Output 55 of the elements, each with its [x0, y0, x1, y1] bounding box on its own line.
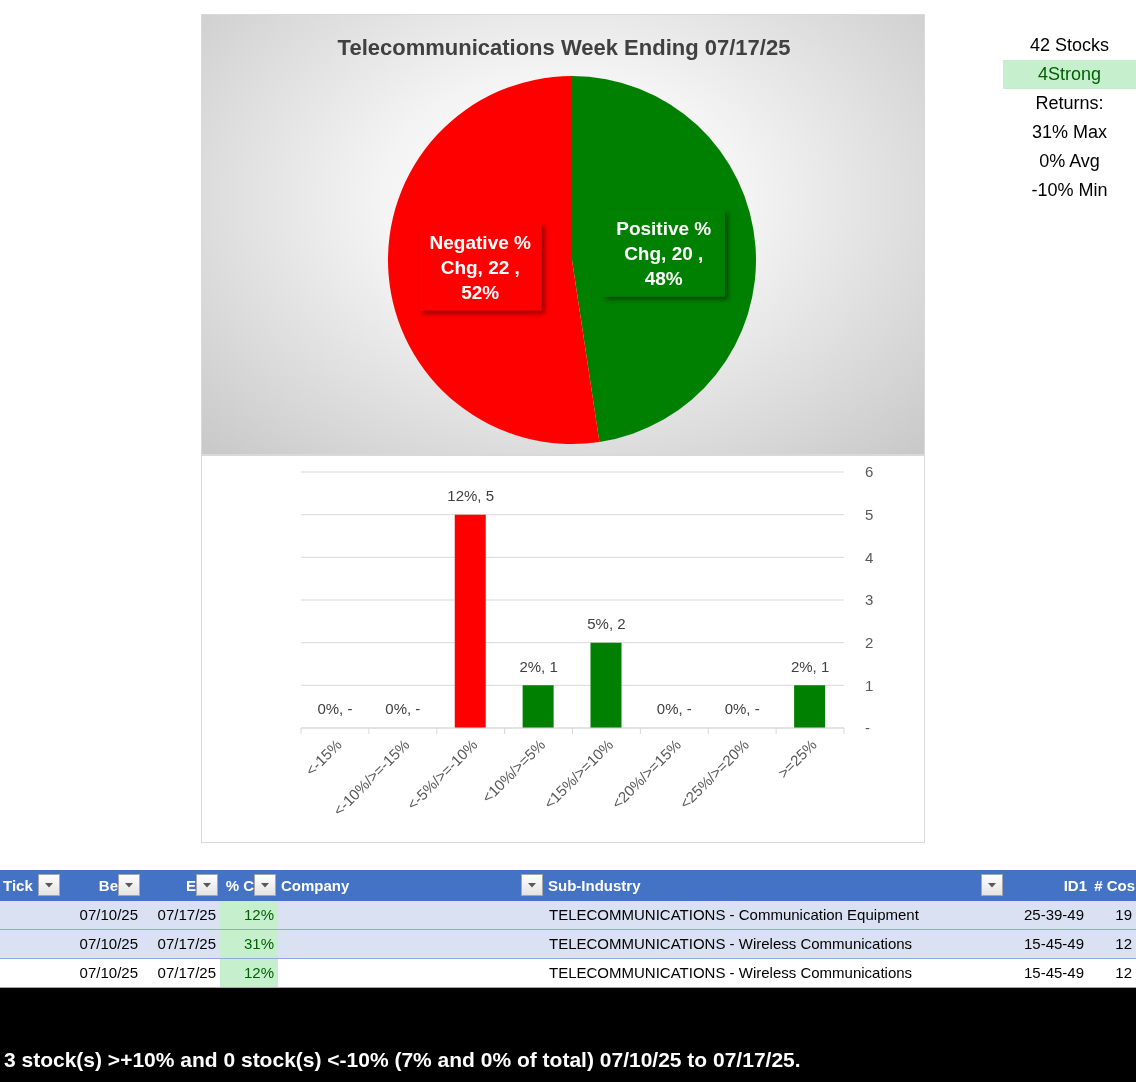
text: Returns: [1035, 93, 1104, 113]
data-label: 5%, 2 [587, 614, 626, 632]
text: 31% Max [1031, 122, 1108, 142]
text: -10% Min [1031, 180, 1108, 200]
text: 42 Stocks [1029, 35, 1110, 55]
text: 0% Avg [1039, 151, 1100, 171]
text: TELECOMMUNICATIONS - Wireless Communications [549, 935, 913, 952]
data-label: 0%, - [317, 700, 353, 718]
bar [454, 514, 486, 728]
y-tick-label: 2 [865, 633, 874, 651]
bar [794, 685, 826, 728]
data-label: 0%, - [724, 700, 760, 718]
text: 12% [243, 906, 274, 923]
text: 19 [1115, 906, 1132, 923]
text: 3 stock(s) >+10% and 0 stock(s) <-10% (7% and 0% of total) 07/10/25 to 07/17/25. [4, 1048, 801, 1071]
category-label: E [185, 877, 196, 894]
y-tick-label: 6 [865, 463, 874, 481]
y-tick-label: - [865, 719, 870, 737]
category-label: ID1 [1063, 877, 1087, 894]
text: 07/17/25 [157, 906, 216, 923]
data-label: 2%, 1 [519, 657, 558, 675]
text: 31% [243, 935, 274, 952]
bar [590, 642, 622, 728]
chart-title: Telecommunications Week Ending 07/17/25 [337, 35, 791, 60]
text: 12 [1115, 964, 1132, 981]
slice-label: Negative % Chg, 22 , 52% [429, 231, 532, 303]
y-tick-label: 1 [865, 676, 874, 694]
category-label: Be [98, 877, 118, 894]
y-tick-label: 5 [865, 505, 874, 523]
category-label: Company [281, 877, 350, 894]
text: 12 [1115, 935, 1132, 952]
text: 07/10/25 [79, 964, 138, 981]
text: 15-45-49 [1023, 964, 1084, 981]
text: TELECOMMUNICATIONS - Communication Equipment [549, 906, 919, 923]
category-label: % C [225, 877, 254, 894]
text: TELECOMMUNICATIONS - Wireless Communications [549, 964, 913, 981]
text: 4Strong [1037, 64, 1102, 84]
text: 07/10/25 [79, 935, 138, 952]
text: 15-45-49 [1023, 935, 1084, 952]
category-label: Tick [3, 877, 33, 894]
data-label: 2%, 1 [790, 657, 830, 675]
data-label: 0%, - [385, 700, 421, 718]
category-label: # Cos [1094, 877, 1135, 894]
text: 07/17/25 [157, 935, 216, 952]
data-label: 12%, 5 [447, 486, 495, 504]
bar [522, 685, 554, 728]
y-tick-label: 4 [865, 548, 874, 566]
slice-label: Positive % Chg, 20 , 48% [616, 217, 712, 289]
text: 12% [243, 964, 274, 981]
y-tick-label: 3 [865, 591, 874, 609]
text: 07/10/25 [79, 906, 138, 923]
data-label: 0%, - [656, 700, 692, 718]
text: 07/17/25 [157, 964, 216, 981]
text: 25-39-49 [1023, 906, 1084, 923]
category-label: Sub-Industry [548, 877, 641, 894]
